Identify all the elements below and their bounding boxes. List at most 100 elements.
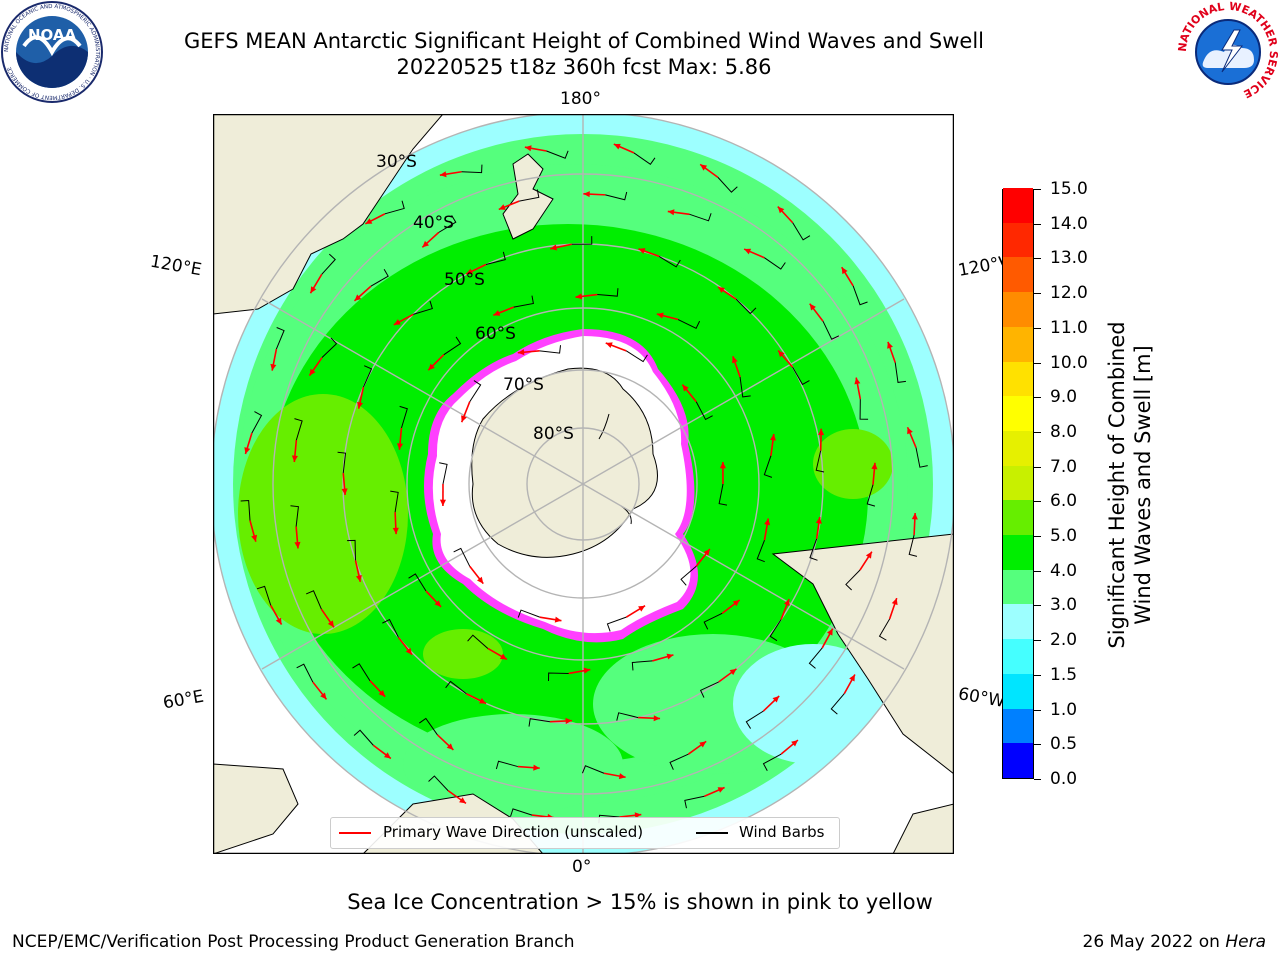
wind-barb (321, 253, 336, 275)
wind-barb (461, 164, 483, 174)
wave-direction-arrow (619, 812, 642, 819)
wind-barb (352, 663, 371, 682)
colorbar-tick-label: 7.0 (1050, 456, 1078, 477)
wind-barb (808, 647, 823, 669)
colorbar-tick-label: 1.0 (1050, 699, 1078, 720)
wind-barb (878, 618, 891, 641)
graticule (213, 114, 954, 854)
wind-barb (689, 213, 712, 222)
colorbar (1002, 187, 1034, 779)
wave-direction-arrow (719, 461, 726, 485)
lat-label-80s: 80°S (533, 424, 574, 444)
wave-direction-arrow (583, 191, 606, 198)
wave-direction-arrow (309, 273, 323, 294)
wave-direction-arrow (550, 243, 572, 251)
wind-barb (382, 618, 399, 638)
wind-barb (408, 573, 427, 592)
wind-barb (605, 191, 628, 201)
lon-label-120e: 120°E (148, 251, 204, 281)
wave-direction-arrow (704, 786, 725, 797)
wind-barb (606, 616, 627, 632)
legend-label-wave-direction: Primary Wave Direction (unscaled) (383, 823, 644, 841)
wave-direction-arrow (638, 715, 661, 722)
wind-barb (519, 189, 540, 202)
colorbar-tick-label: 5.0 (1050, 526, 1078, 547)
wind-barb (419, 717, 438, 736)
colorbar-tick (1034, 570, 1041, 572)
colorbar-tick-label: 0.0 (1050, 769, 1078, 789)
wind-barb (739, 377, 751, 398)
wind-barb (717, 177, 738, 193)
wind-barb (677, 319, 701, 329)
wave-direction-arrow (763, 518, 771, 541)
colorbar-segment (1003, 603, 1033, 640)
wave-direction-arrow (425, 590, 442, 608)
wave-direction-arrow (308, 357, 323, 377)
wind-barb (718, 483, 728, 506)
wind-barb (546, 150, 569, 159)
legend-swatch-wave-direction (339, 832, 371, 834)
wave-direction-arrow (291, 440, 298, 463)
wave-direction-arrow (699, 163, 719, 179)
wave-direction-arrow (436, 734, 454, 751)
colorbar-segment (1003, 673, 1033, 709)
colorbar-tick (1034, 258, 1041, 260)
wave-direction-arrow (493, 306, 515, 316)
wave-direction-arrow (821, 628, 834, 649)
wave-direction-arrow (539, 616, 562, 623)
colorbar-segment (1003, 187, 1033, 223)
footer-date: 26 May 2022 on Hera (1082, 932, 1267, 952)
colorbar-tick-label: 12.0 (1050, 283, 1088, 304)
colorbar-segment (1003, 222, 1033, 258)
lat-label-30s: 30°S (376, 152, 417, 172)
colorbar-tick-label: 8.0 (1050, 421, 1078, 442)
colorbar-tick-label: 6.0 (1050, 491, 1078, 512)
wave-direction-arrow (487, 647, 508, 661)
wave-direction-arrow (809, 303, 824, 322)
wind-barb (769, 619, 782, 642)
south-america-lower (892, 803, 954, 854)
wind-barb (792, 366, 810, 386)
colorbar-segment (1003, 638, 1033, 674)
colorbar-segment (1003, 569, 1033, 605)
wind-barb (547, 672, 569, 682)
wind-barb (353, 729, 374, 746)
colorbar-tick (1034, 189, 1041, 190)
wind-barb (290, 505, 299, 527)
wave-direction-arrow (353, 285, 372, 302)
wave-direction-arrow (687, 740, 707, 755)
wind-barb (438, 215, 457, 233)
wind-barb (852, 285, 868, 306)
wind-barb (633, 152, 656, 166)
wave-direction-arrow (341, 472, 348, 496)
wave-direction-arrow (397, 636, 413, 656)
wind-barb (680, 565, 697, 586)
colorbar-segment (1003, 256, 1033, 293)
wave-direction-arrow (517, 349, 540, 356)
wind-barb (616, 712, 639, 721)
wave-direction-arrow (859, 551, 873, 571)
colorbar-tick (1034, 466, 1041, 468)
wind-barb (390, 490, 399, 513)
wave-direction-arrow (681, 384, 697, 403)
wind-barb (625, 350, 648, 363)
colorbar-tick-label: 1.5 (1050, 664, 1078, 685)
wind-barb (809, 538, 818, 561)
wind-barb (495, 760, 518, 770)
colorbar-segment (1003, 499, 1033, 536)
svg-text:NOAA: NOAA (28, 26, 77, 44)
wave-direction-arrow (906, 426, 917, 448)
wind-barb (399, 405, 408, 428)
colorbar-segment (1003, 465, 1033, 501)
colorbar-tick (1034, 431, 1041, 433)
colorbar-tick-label: 10.0 (1050, 352, 1088, 373)
wind-barb (240, 499, 251, 521)
wave-direction-arrow (638, 248, 660, 258)
wind-barb (294, 418, 303, 441)
wind-barb (745, 710, 764, 729)
wave-direction-arrow (498, 200, 520, 211)
wind-barb (792, 222, 811, 241)
wind-barb (347, 539, 356, 561)
wave-direction-arrow (568, 667, 591, 675)
colorbar-segment (1003, 534, 1033, 570)
